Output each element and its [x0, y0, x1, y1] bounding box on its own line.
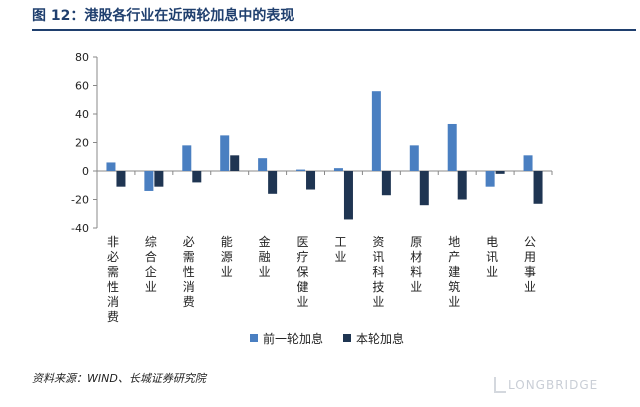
legend-swatch-curr — [343, 334, 351, 342]
header-divider — [32, 29, 636, 31]
bar-curr — [154, 171, 164, 187]
x-category-label: 综合企业 — [145, 235, 157, 294]
bar-curr — [381, 171, 391, 196]
bar-prev — [182, 145, 192, 171]
bar-prev — [333, 168, 343, 171]
bar-curr — [419, 171, 429, 206]
bar-prev — [409, 145, 419, 171]
figure-title: 图 12：港股各行业在近两轮加息中的表现 — [32, 8, 295, 24]
bar-curr — [343, 171, 353, 220]
bar-prev — [144, 171, 154, 191]
bar-prev — [296, 169, 306, 171]
figure-header: 图 12：港股各行业在近两轮加息中的表现 — [0, 0, 640, 31]
bar-curr — [533, 171, 543, 204]
bar-curr — [457, 171, 467, 200]
legend-swatch-prev — [250, 334, 258, 342]
x-category-label: 资讯科技业 — [372, 235, 384, 309]
bar-curr — [306, 171, 316, 190]
bar-curr — [116, 171, 126, 187]
bar-curr — [495, 171, 505, 174]
y-tick-label: 40 — [75, 108, 89, 121]
bar-prev — [447, 123, 457, 171]
bar-curr — [268, 171, 278, 194]
x-category-label: 医疗保健业 — [297, 235, 309, 309]
bar-prev — [485, 171, 495, 187]
x-category-label: 必需性消费 — [183, 235, 195, 309]
watermark-logo-icon — [494, 377, 506, 393]
x-category-label: 原材料业 — [410, 235, 422, 294]
bar-curr — [230, 155, 240, 171]
bar-prev — [106, 162, 116, 171]
y-tick-label: 80 — [75, 51, 89, 64]
bar-prev — [220, 135, 230, 171]
x-category-label: 工业 — [334, 235, 346, 264]
y-tick-label: 20 — [75, 137, 89, 150]
x-category-label: 能源业 — [221, 235, 233, 279]
bar-chart: 80 60 40 20 0 -20 -40 非必需性消费 综合企业 必需性消费 能源业 金融业 医疗保健… — [71, 51, 553, 346]
bar-prev — [523, 155, 533, 171]
x-category-label: 公用事业 — [524, 235, 536, 294]
x-category-label: 金融业 — [259, 234, 271, 279]
legend-label-curr: 本轮加息 — [356, 331, 404, 346]
y-tick-label: 0 — [82, 165, 89, 178]
y-tick-label: -20 — [71, 194, 89, 207]
bar-prev — [371, 91, 381, 171]
x-category-label: 电讯业 — [486, 235, 498, 279]
legend-label-prev: 前一轮加息 — [263, 331, 323, 346]
source-note: 资料来源：WIND、长城证券研究院 — [32, 372, 206, 385]
x-category-label: 非必需性消费 — [107, 235, 119, 324]
y-tick-label: 60 — [75, 80, 89, 93]
watermark-text: LONGBRIDGE — [508, 378, 599, 392]
bar-prev — [258, 158, 268, 171]
bar-curr — [192, 171, 202, 183]
x-category-label: 地产建筑业 — [448, 235, 460, 309]
y-tick-label: -40 — [71, 222, 89, 235]
